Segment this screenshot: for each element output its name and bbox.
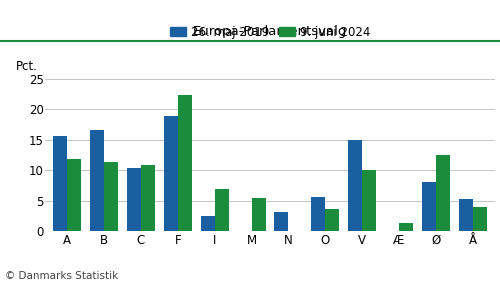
Bar	[178, 95, 192, 231]
Bar	[200, 216, 214, 231]
Bar	[362, 170, 376, 231]
Bar	[90, 130, 104, 231]
Bar	[164, 116, 178, 231]
Legend: 26. maj 2019, 9. juni 2024: 26. maj 2019, 9. juni 2024	[165, 21, 375, 43]
Bar	[252, 198, 266, 231]
Bar	[459, 199, 473, 231]
Bar	[214, 189, 228, 231]
Text: © Danmarks Statistik: © Danmarks Statistik	[5, 271, 118, 281]
Bar	[399, 223, 413, 231]
Bar	[326, 209, 340, 231]
Bar	[141, 166, 155, 231]
Bar	[67, 159, 81, 231]
Bar	[274, 212, 288, 231]
Title: Europa-Parlamentsvalg: Europa-Parlamentsvalg	[193, 25, 347, 38]
Bar	[104, 162, 118, 231]
Bar	[53, 136, 67, 231]
Bar	[312, 197, 326, 231]
Bar	[473, 207, 487, 231]
Bar	[422, 182, 436, 231]
Bar	[436, 155, 450, 231]
Bar	[348, 140, 362, 231]
Text: Pct.: Pct.	[16, 60, 38, 73]
Bar	[127, 168, 141, 231]
